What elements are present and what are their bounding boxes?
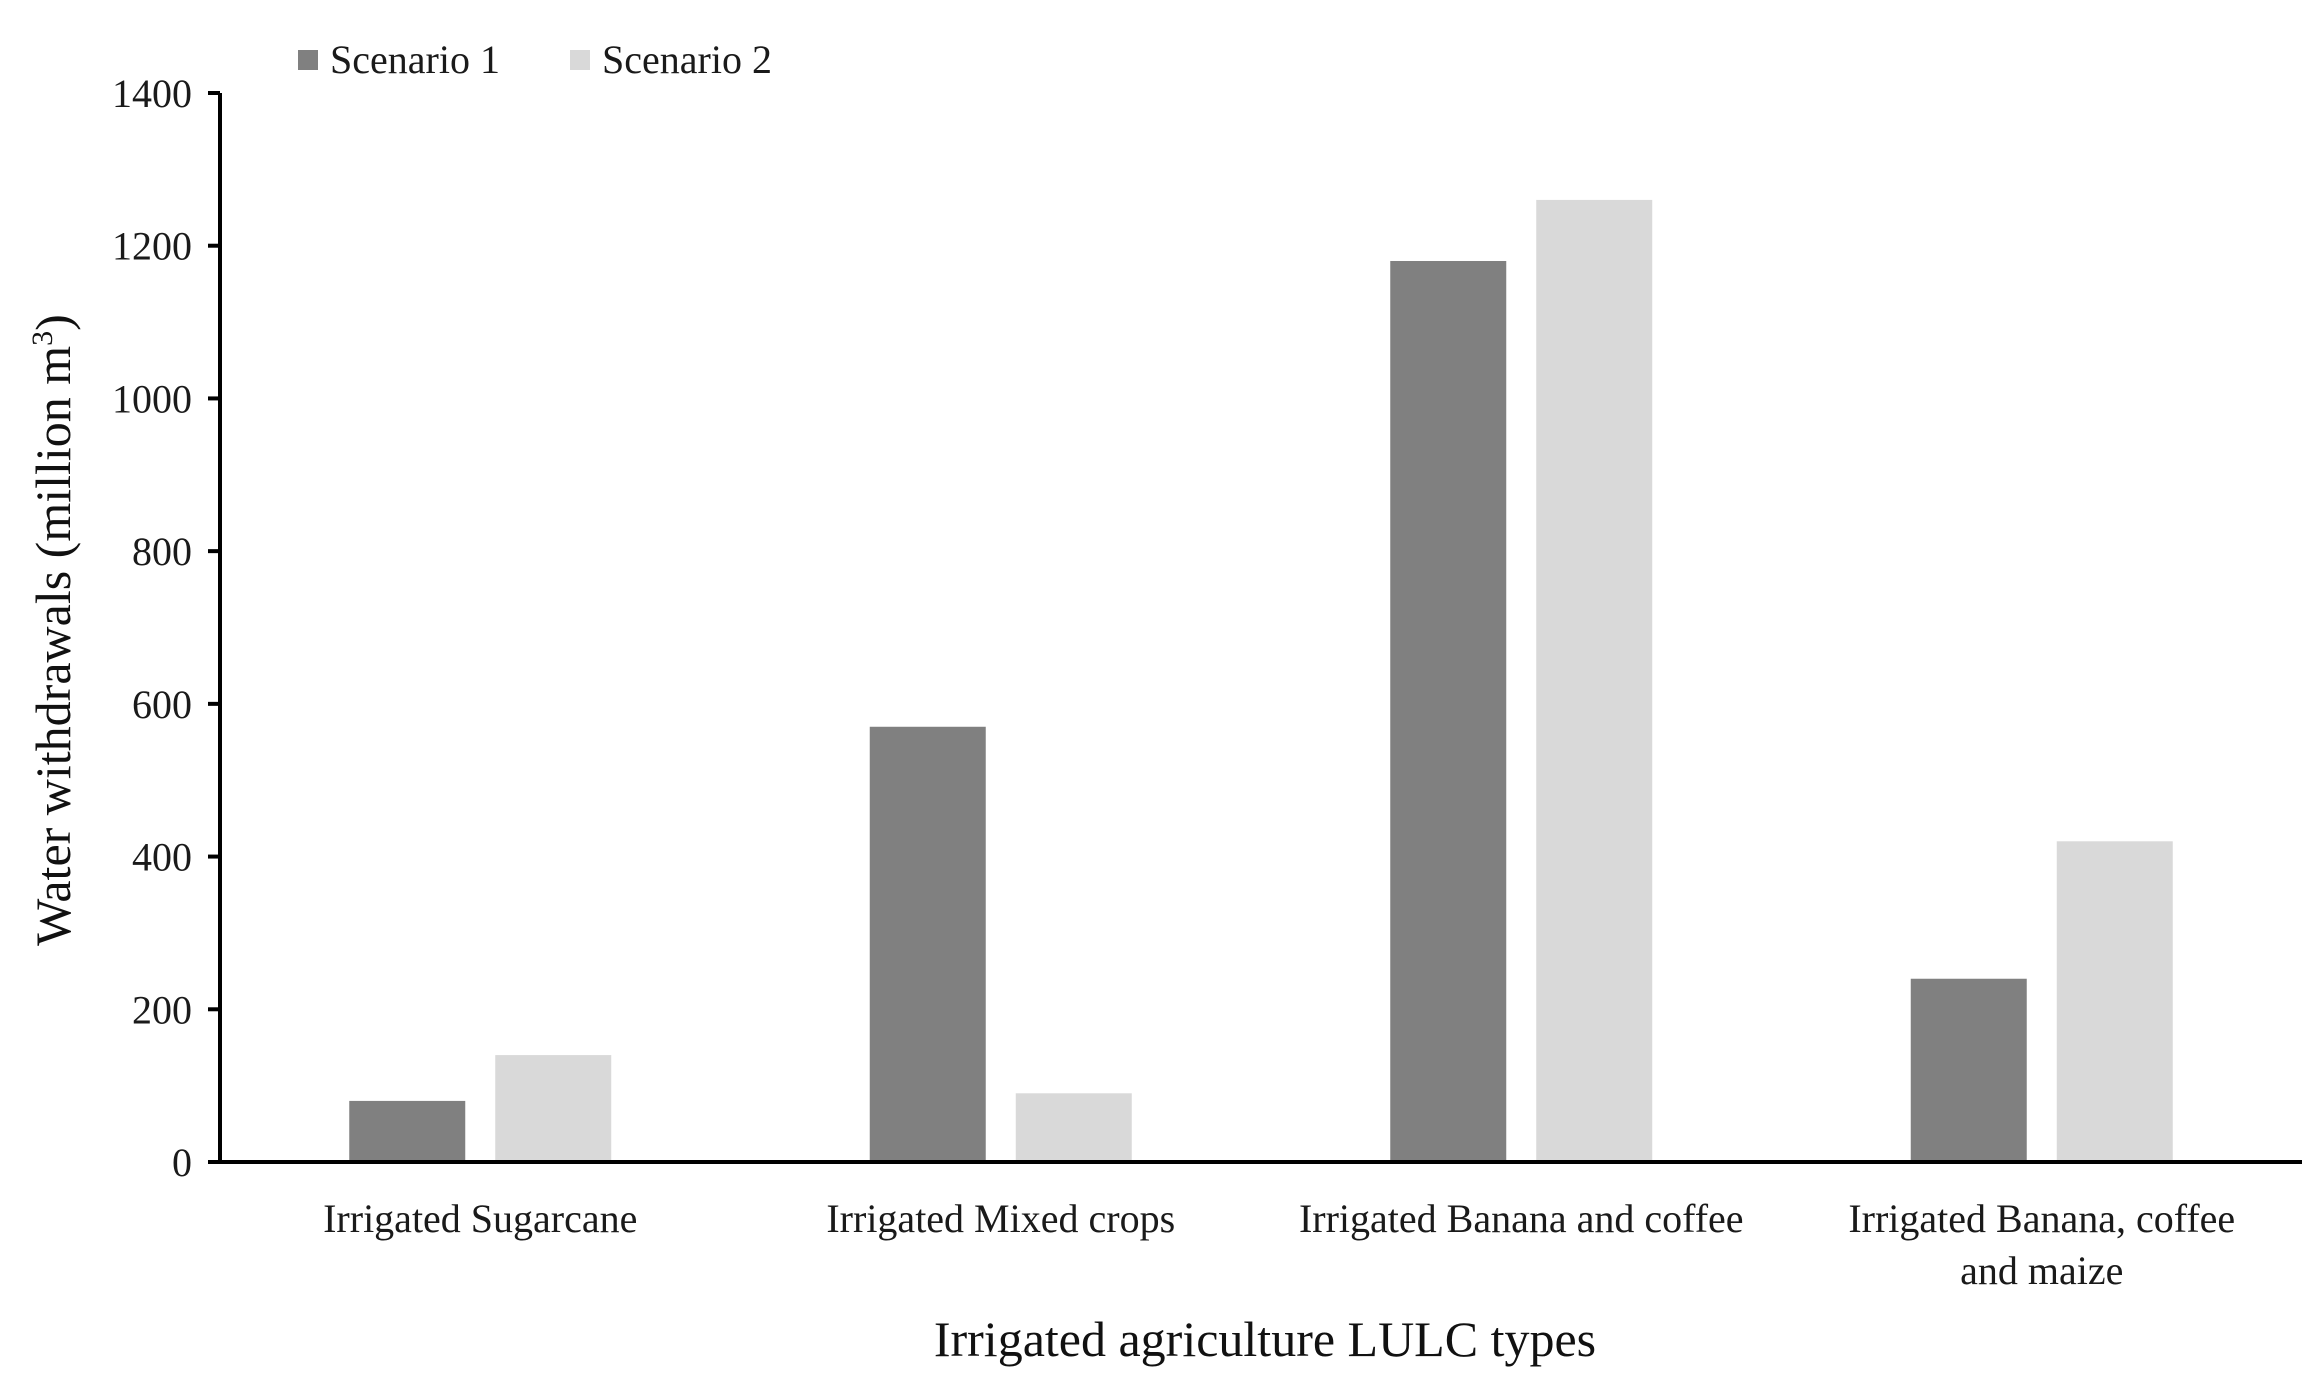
bar-scenario-1 <box>349 1100 466 1162</box>
legend-swatch-scenario-1 <box>298 50 318 70</box>
legend: Scenario 1 Scenario 2 <box>298 37 772 82</box>
y-tick-label: 0 <box>172 1140 192 1185</box>
legend-label-scenario-2: Scenario 2 <box>602 37 772 82</box>
x-axis-category-labels: Irrigated Sugarcane Irrigated Mixed crops… <box>323 1196 2235 1293</box>
bar-scenario-2 <box>495 1055 612 1162</box>
y-axis-ticks: 0 200 400 600 800 1000 1200 1400 <box>112 71 220 1185</box>
axes <box>208 93 2302 1164</box>
y-tick-label: 1000 <box>112 376 192 421</box>
x-category-label: Irrigated Mixed crops <box>826 1196 1175 1241</box>
y-axis-title: Water withdrawals (million m3) <box>25 314 81 946</box>
x-category-label: Irrigated Sugarcane <box>323 1196 637 1241</box>
y-axis-title-main: Water withdrawals (million m <box>25 346 81 946</box>
legend-swatch-scenario-2 <box>570 50 590 70</box>
x-category-label: Irrigated Banana, coffee <box>1848 1196 2235 1241</box>
y-tick-label: 400 <box>132 835 192 880</box>
x-category-label: and maize <box>1960 1248 2123 1293</box>
y-axis-title-close: ) <box>25 314 81 331</box>
y-axis-title-superscript: 3 <box>26 331 59 346</box>
bar-scenario-2 <box>1015 1093 1132 1162</box>
y-tick-label: 600 <box>132 682 192 727</box>
y-tick-label: 1200 <box>112 224 192 269</box>
bar-scenario-1 <box>1910 978 2027 1162</box>
bar-scenario-1 <box>1390 260 1507 1162</box>
bar-series <box>349 199 2173 1162</box>
bar-scenario-2 <box>2056 841 2173 1162</box>
x-axis-title: Irrigated agriculture LULC types <box>934 1311 1596 1367</box>
y-tick-label: 1400 <box>112 71 192 116</box>
y-tick-label: 800 <box>132 529 192 574</box>
bar-scenario-1 <box>869 726 986 1162</box>
legend-label-scenario-1: Scenario 1 <box>330 37 500 82</box>
x-category-label: Irrigated Banana and coffee <box>1299 1196 1744 1241</box>
bar-scenario-2 <box>1536 199 1653 1162</box>
y-tick-label: 200 <box>132 987 192 1032</box>
